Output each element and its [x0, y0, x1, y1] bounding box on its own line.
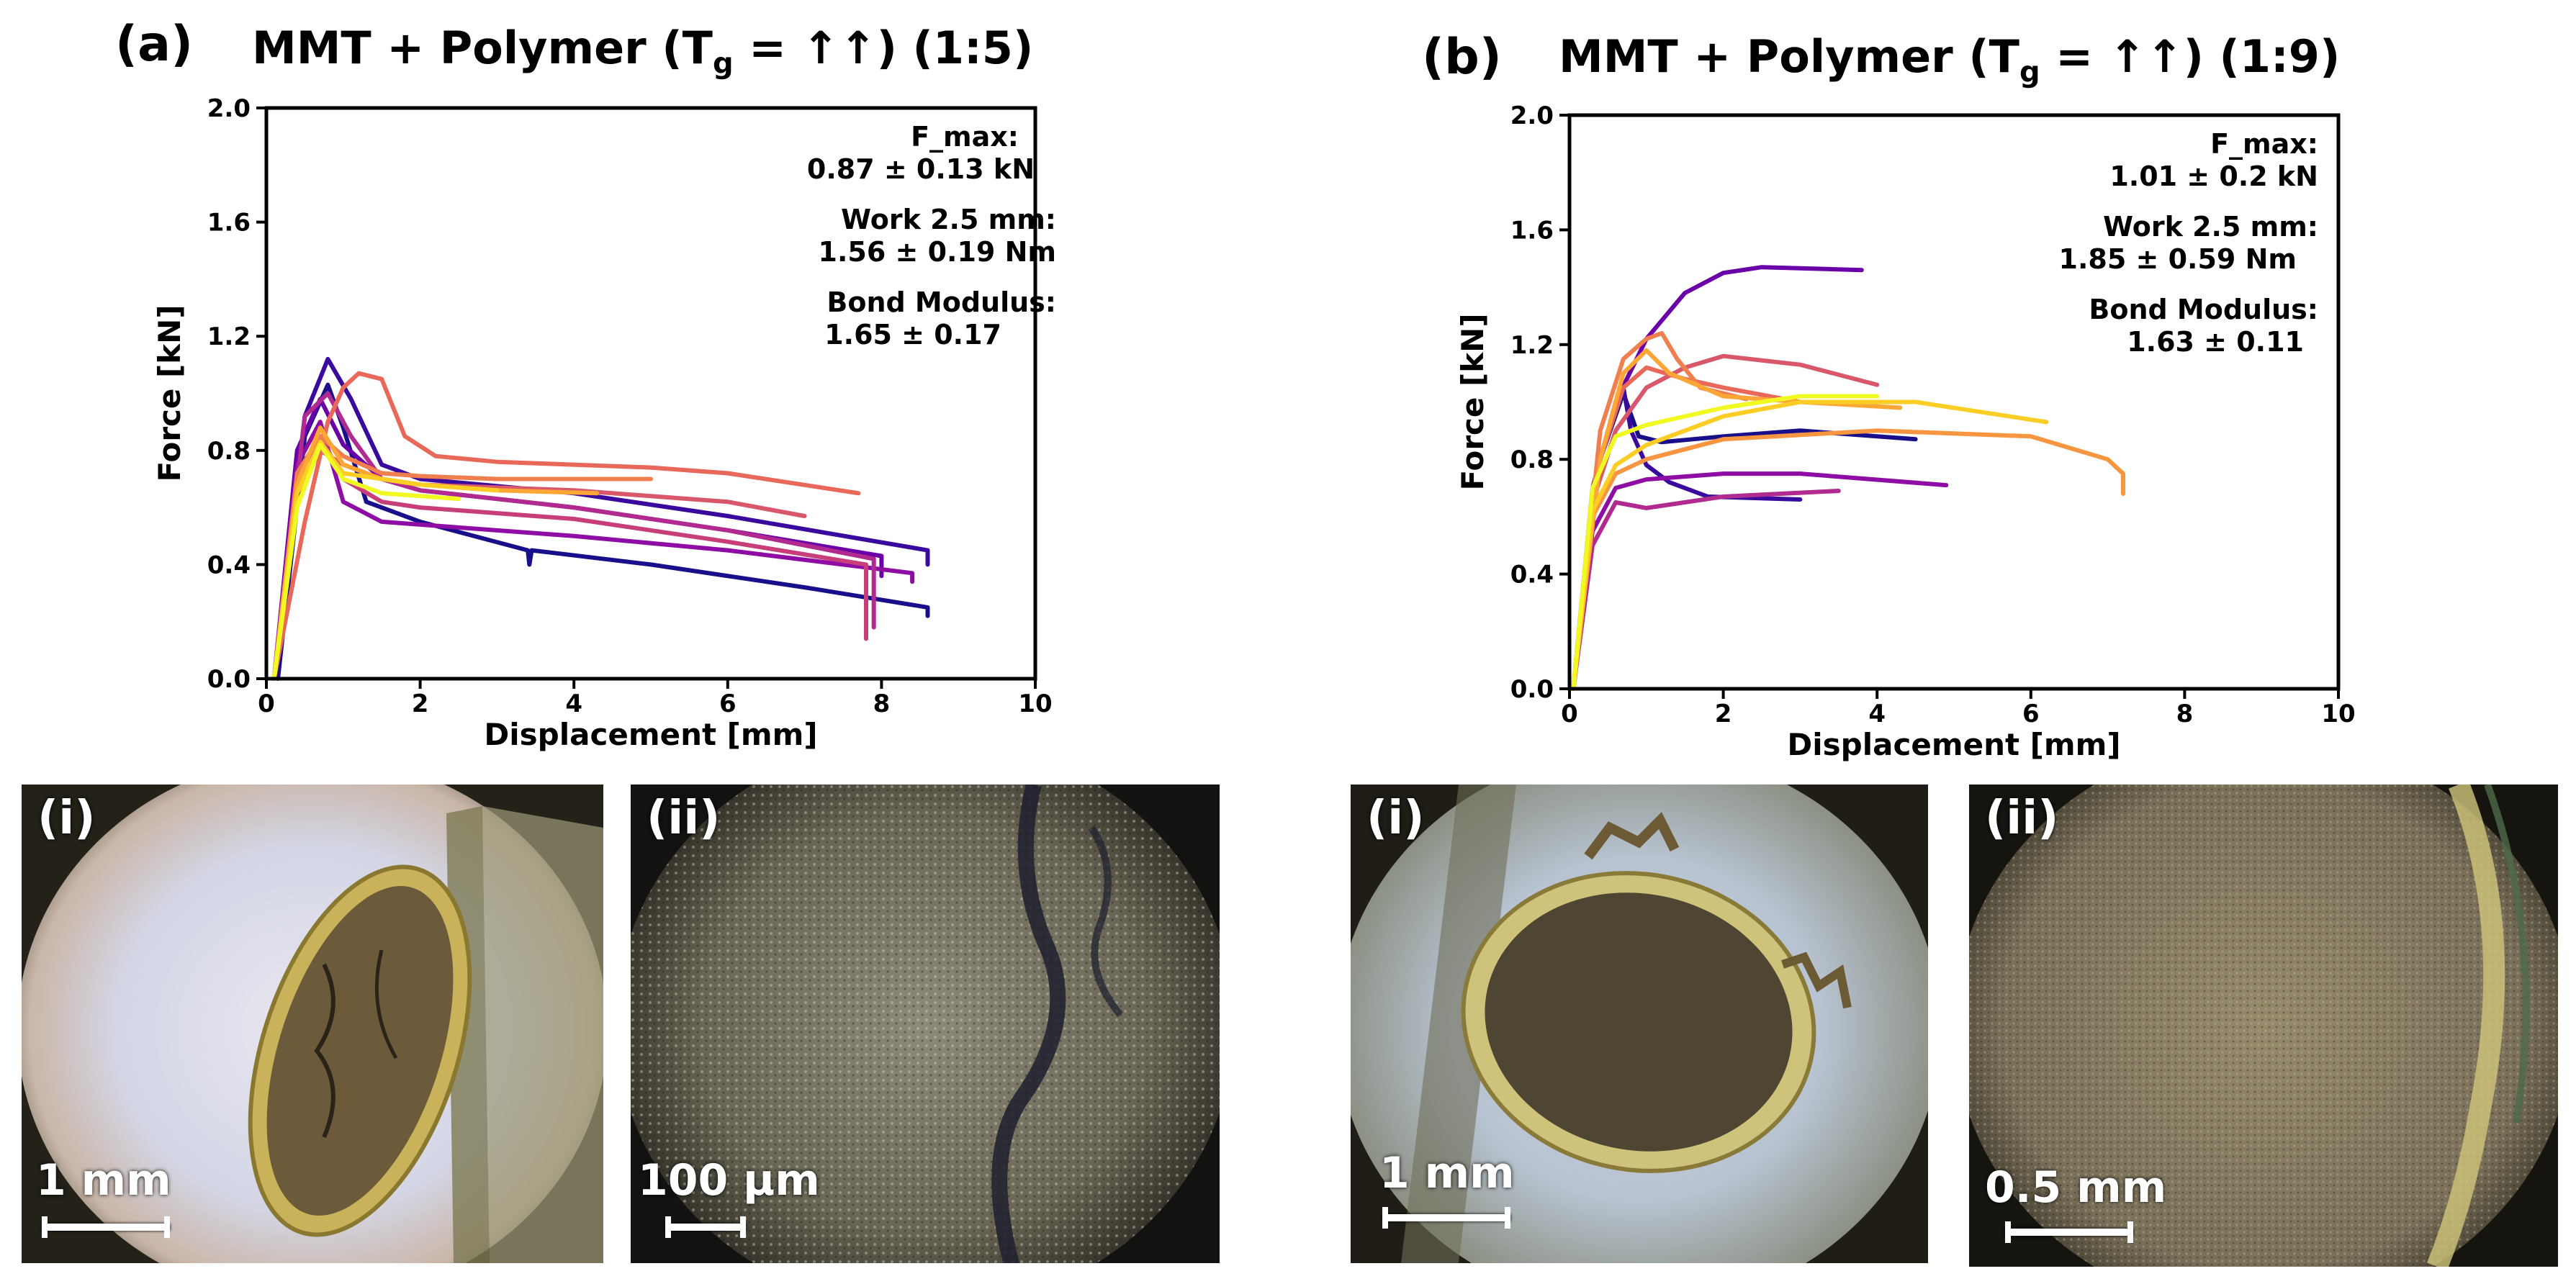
- panel-b-label: (b): [1422, 29, 1502, 86]
- panel-a-label: (a): [115, 16, 194, 73]
- chart-b-series-9: [1571, 428, 2125, 691]
- chart-b-ytick-label: 0.8: [1510, 446, 1554, 474]
- chart-b-xtick-label: 8: [2176, 700, 2194, 728]
- photo-b-i-scale-bar: [1382, 1207, 1510, 1229]
- annot-a-work-value: 1.56 ± 0.19 Nm: [819, 236, 1056, 268]
- chart-a-xtick-label: 6: [719, 690, 737, 718]
- chart-a-series-12: [271, 442, 461, 681]
- chart-b-ytick-label: 0.0: [1510, 675, 1554, 704]
- chart-a-series-5: [271, 391, 876, 681]
- chart-b-xtick-label: 0: [1561, 700, 1578, 728]
- annot-b-work-value: 1.85 ± 0.59 Nm: [2059, 243, 2297, 275]
- chart-a-ytick-label: 0.0: [207, 665, 251, 694]
- chart-b-xtick-label: 2: [1715, 700, 1732, 728]
- photo-b-ii-scale-text: 0.5 mm: [1985, 1162, 2167, 1213]
- annot-a-work-label: Work 2.5 mm:: [841, 204, 1056, 235]
- chart-b-xtick-label: 4: [1868, 700, 1886, 728]
- chart-a-ytick-label: 2.0: [207, 94, 251, 123]
- panel-b-title: MMT + Polymer (Tg = ↑↑) (1:9): [1559, 30, 2340, 89]
- chart-a-xtick-label: 4: [565, 690, 582, 718]
- photo-a-i-scale-bar: [42, 1216, 170, 1238]
- chart-b-ytick-label: 1.6: [1510, 216, 1554, 245]
- chart-a-series-9: [271, 434, 653, 681]
- chart-b-series-5: [1571, 489, 1841, 691]
- photo-a-ii-scale-bar: [665, 1216, 746, 1238]
- chart-a-series-3: [271, 397, 884, 681]
- chart-b-xlabel: Displacement [mm]: [1787, 727, 2120, 762]
- chart-a-ytick-label: 1.6: [207, 209, 251, 238]
- chart-b-xtick-label: 10: [2321, 700, 2355, 728]
- chart-a-axes: 0 2 4 6 8 10 0.0 0.4 0.8 1.2 1.6 2.0 Displacement [m…: [152, 94, 1053, 752]
- chart-a-series-4: [271, 420, 915, 681]
- annot-a-fmax-label: F_max:: [911, 121, 1019, 153]
- photo-b-ii: (ii) 0.5 mm: [1969, 785, 2558, 1267]
- chart-a-series-11: [271, 439, 500, 681]
- panel-a-title-main: MMT + Polymer (T: [252, 22, 713, 74]
- panel-b-title-sub: g: [2019, 55, 2040, 89]
- photo-a-ii: (ii) 100 µm: [631, 785, 1220, 1263]
- chart-a-xlabel: Displacement [mm]: [484, 717, 817, 752]
- chart-b-axes: 0 2 4 6 8 10 0.0 0.4 0.8 1.2 1.6 2.0 Displacement [m…: [1455, 101, 2356, 762]
- photo-b-i-scale-text: 1 mm: [1379, 1148, 1515, 1198]
- chart-a-xtick-label: 2: [412, 690, 429, 718]
- photo-b-i-label: (i): [1366, 792, 1425, 845]
- photo-b-ii-label: (ii): [1985, 792, 2059, 845]
- photo-a-ii-scale-text: 100 µm: [638, 1155, 820, 1206]
- photo-a-i-image: [22, 785, 603, 1263]
- annot-b-bond-value: 1.63 ± 0.11: [2127, 326, 2304, 358]
- photo-b-ii-scale-bar: [2005, 1221, 2133, 1243]
- panel-b-title-end: = ↑↑) (1:9): [2040, 30, 2341, 83]
- photo-a-ii-image: [631, 785, 1220, 1263]
- photo-a-ii-label: (ii): [647, 792, 721, 845]
- chart-b-ytick-label: 1.2: [1510, 331, 1554, 360]
- photo-a-i-label: (i): [37, 792, 96, 845]
- panel-a-title-end: = ↑↑) (1:5): [733, 22, 1034, 74]
- chart-a-series-2: [271, 356, 930, 681]
- panel-a-title: MMT + Polymer (Tg = ↑↑) (1:5): [252, 22, 1033, 80]
- panel-b-title-main: MMT + Polymer (T: [1559, 30, 2019, 83]
- chart-b: 0 2 4 6 8 10 0.0 0.4 0.8 1.2 1.6 2.0 Displacement [m…: [1455, 101, 2356, 762]
- photo-a-i: (i) 1 mm: [22, 785, 603, 1263]
- annot-b-bond-label: Bond Modulus:: [2089, 294, 2318, 325]
- photo-a-i-scale-text: 1 mm: [36, 1155, 171, 1206]
- chart-b-series-12: [1571, 394, 1880, 691]
- annot-a-fmax-value: 0.87 ± 0.13 kN: [807, 153, 1035, 185]
- chart-b-series: [1571, 265, 2125, 691]
- panel-a-title-sub: g: [712, 47, 734, 81]
- chart-a-frame: [264, 106, 1037, 681]
- chart-b-frame: [1567, 113, 2341, 691]
- chart-a-ytick-label: 1.2: [207, 322, 251, 351]
- chart-b-xtick-label: 6: [2022, 700, 2040, 728]
- photo-b-ii-image: [1969, 785, 2558, 1267]
- chart-b-ylabel: Force [kN]: [1455, 313, 1490, 490]
- photo-b-i: (i) 1 mm: [1351, 785, 1928, 1263]
- chart-b-series-11: [1571, 399, 2049, 691]
- chart-a-xtick-label: 0: [258, 690, 275, 718]
- annot-b-work-label: Work 2.5 mm:: [2103, 211, 2318, 243]
- chart-a: 0 2 4 6 8 10 0.0 0.4 0.8 1.2 1.6 2.0 Displacement [m…: [152, 94, 1056, 752]
- photo-b-i-image: [1351, 785, 1928, 1263]
- annot-b-fmax-label: F_max:: [2210, 128, 2318, 160]
- chart-b-ytick-label: 0.4: [1510, 561, 1554, 589]
- chart-b-series-10: [1571, 348, 1903, 691]
- annot-b-fmax-value: 1.01 ± 0.2 kN: [2109, 160, 2318, 192]
- chart-a-series: [271, 356, 930, 681]
- annot-a-bond-label: Bond Modulus:: [827, 286, 1056, 318]
- chart-a-ytick-label: 0.8: [207, 437, 251, 466]
- chart-a-ytick-label: 0.4: [207, 551, 251, 579]
- chart-a-series-1: [276, 382, 930, 681]
- chart-a-annotations: F_max: 0.87 ± 0.13 kN Work 2.5 mm: 1.56 …: [807, 121, 1056, 351]
- chart-a-ylabel: Force [kN]: [152, 304, 187, 482]
- chart-a-xtick-label: 10: [1018, 690, 1052, 718]
- chart-b-ytick-label: 2.0: [1510, 101, 1554, 130]
- chart-a-xtick-label: 8: [873, 690, 891, 718]
- chart-b-annotations: F_max: 1.01 ± 0.2 kN Work 2.5 mm: 1.85 ±…: [2059, 128, 2318, 358]
- chart-b-series-3: [1571, 265, 1864, 691]
- annot-a-bond-value: 1.65 ± 0.17: [824, 319, 1001, 351]
